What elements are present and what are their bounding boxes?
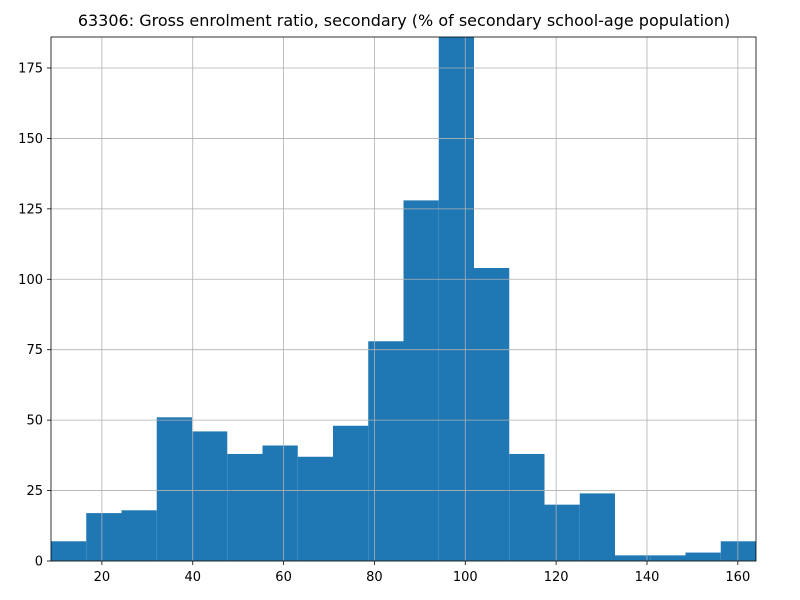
histogram-bar xyxy=(438,37,474,561)
histogram-bar xyxy=(86,513,122,561)
histogram-bar xyxy=(297,456,333,561)
x-tick-label: 60 xyxy=(275,570,292,585)
histogram-bar xyxy=(51,541,87,561)
histogram-bar xyxy=(685,552,721,561)
histogram-bar xyxy=(403,200,439,562)
x-tick-label: 40 xyxy=(184,570,201,585)
y-tick-label: 25 xyxy=(26,484,43,499)
y-tick-label: 0 xyxy=(35,555,43,570)
histogram-bar xyxy=(615,555,651,561)
histogram-bar xyxy=(121,510,157,561)
x-tick-label: 140 xyxy=(635,570,660,585)
histogram-bar xyxy=(368,341,404,561)
histogram-bar xyxy=(262,445,298,561)
histogram-bar xyxy=(509,453,545,561)
histogram-bar xyxy=(650,555,686,561)
histogram-bar xyxy=(579,493,615,561)
y-tick-label: 75 xyxy=(26,343,43,358)
x-tick-label: 20 xyxy=(94,570,111,585)
histogram-bar xyxy=(544,504,580,561)
histogram-bar xyxy=(227,453,263,561)
ticks-layer: 20 40 60 80 100 120 140 160 0 25 50 75 100 125 150 175 xyxy=(18,61,750,585)
axes-layer xyxy=(50,36,757,562)
chart-title: 63306: Gross enrolment ratio, secondary … xyxy=(77,11,731,30)
y-tick-label: 175 xyxy=(18,61,43,76)
plot-frame xyxy=(50,36,757,562)
y-tick-label: 150 xyxy=(18,132,43,147)
y-tick-label: 50 xyxy=(26,414,43,429)
y-tick-label: 125 xyxy=(18,202,43,217)
x-tick-label: 120 xyxy=(544,570,569,585)
y-tick-label: 100 xyxy=(18,273,43,288)
histogram-bar xyxy=(720,541,756,561)
bars-layer xyxy=(51,37,756,562)
histogram-bar xyxy=(192,431,228,561)
x-tick-label: 80 xyxy=(366,570,383,585)
histogram-bar xyxy=(333,425,369,561)
histogram-bar xyxy=(156,417,192,561)
x-tick-label: 160 xyxy=(725,570,750,585)
histogram-bar xyxy=(474,268,510,561)
x-tick-label: 100 xyxy=(453,570,478,585)
